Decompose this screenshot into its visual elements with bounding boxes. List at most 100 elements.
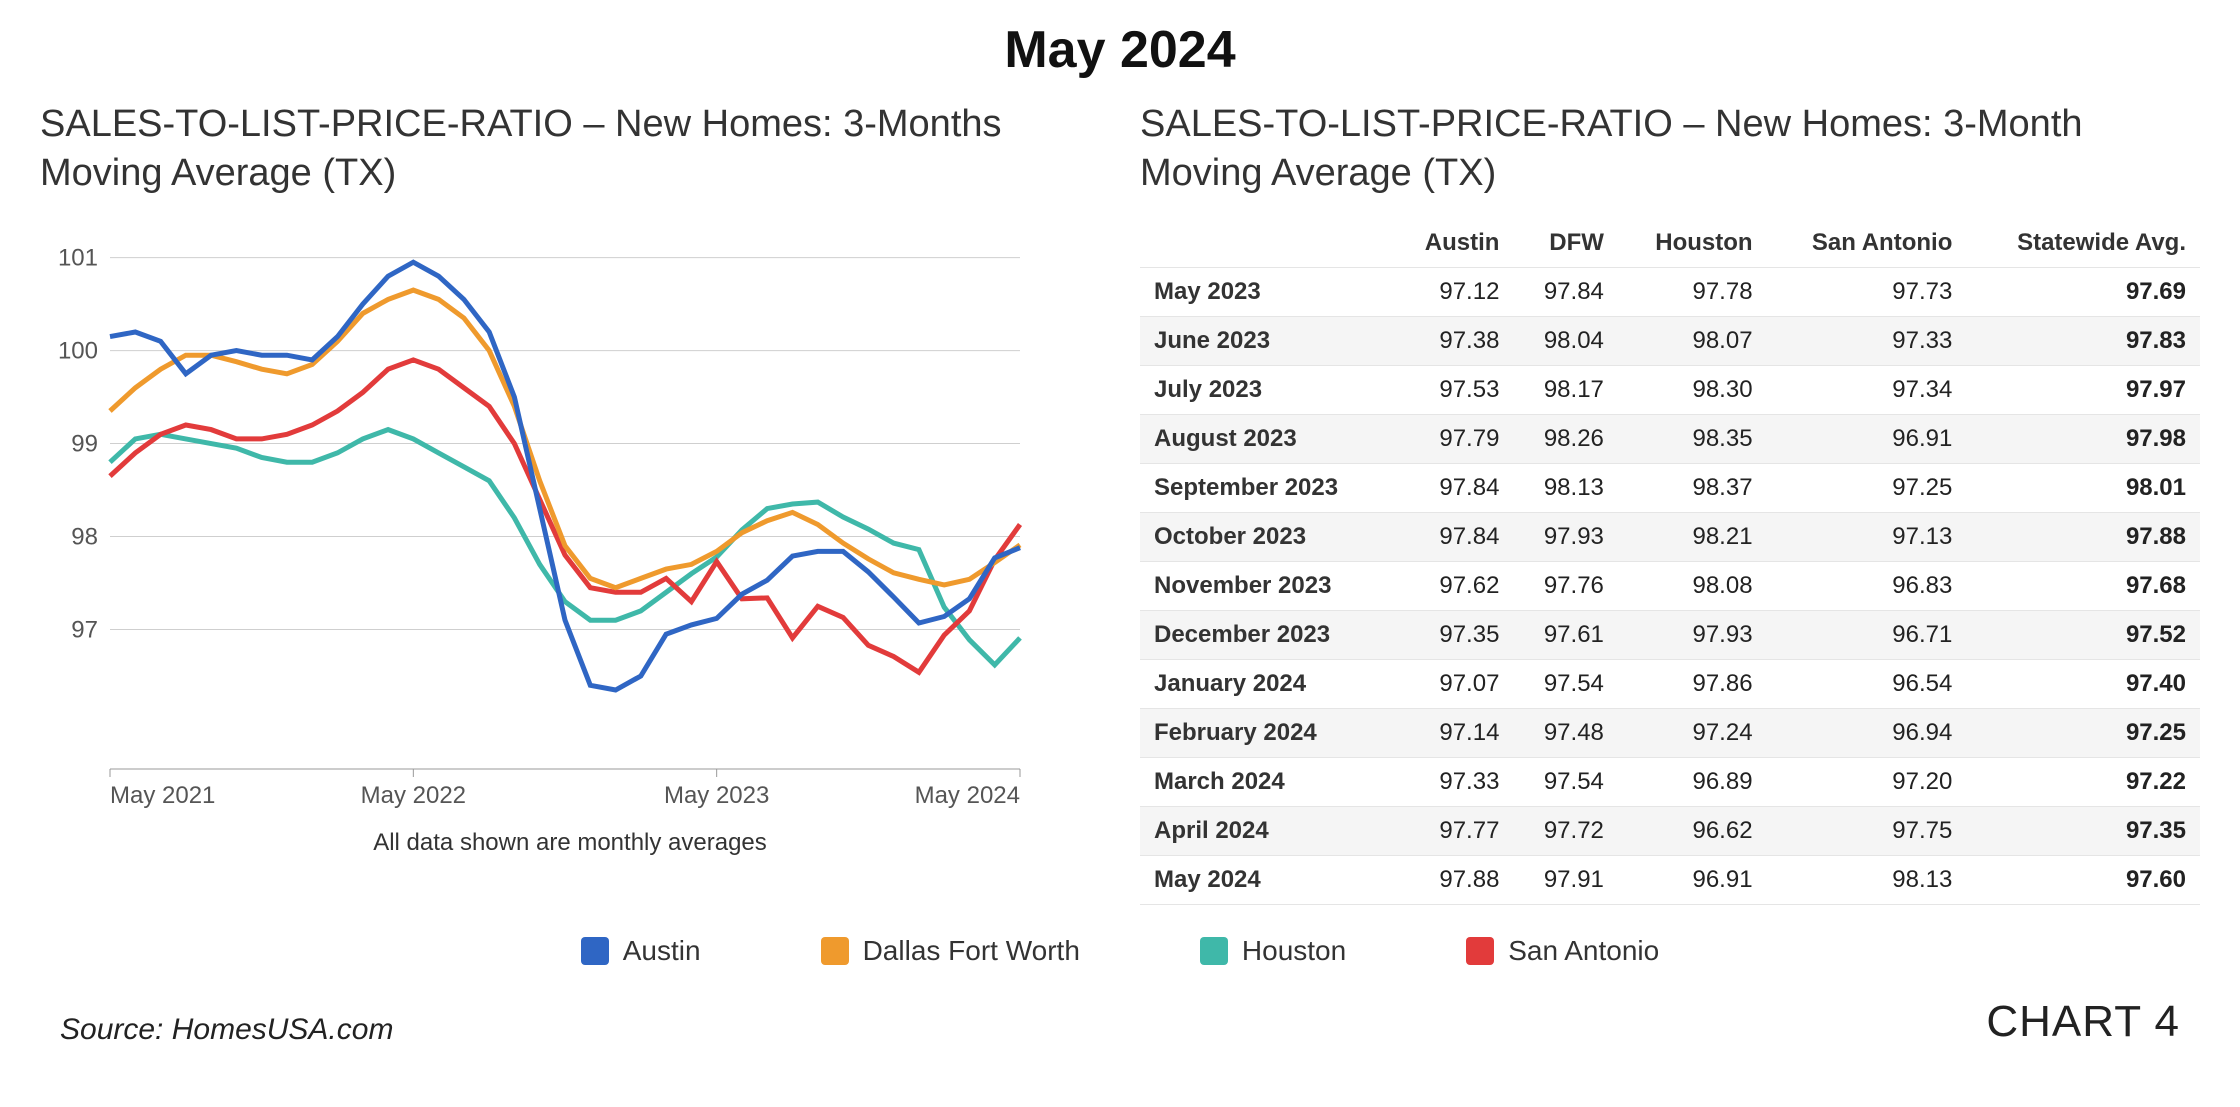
table-row: March 202497.3397.5496.8997.2097.22 [1140, 757, 2200, 806]
table-corner [1140, 219, 1392, 268]
cell: 97.33 [1767, 316, 1967, 365]
col-head-sanantonio: San Antonio [1767, 219, 1967, 268]
col-head-houston: Houston [1618, 219, 1767, 268]
cell: 97.75 [1767, 806, 1967, 855]
cell: 97.83 [1966, 316, 2200, 365]
row-label: May 2024 [1140, 855, 1392, 904]
source-text: Source: HomesUSA.com [60, 1013, 393, 1047]
cell: 97.07 [1392, 659, 1514, 708]
cell: 97.20 [1767, 757, 1967, 806]
cell: 97.33 [1392, 757, 1514, 806]
cell: 96.91 [1767, 414, 1967, 463]
svg-text:99: 99 [71, 430, 98, 457]
cell: 98.07 [1618, 316, 1767, 365]
swatch-austin [581, 937, 609, 965]
legend-item-dfw: Dallas Fort Worth [821, 935, 1080, 967]
svg-text:100: 100 [58, 337, 98, 364]
table-row: February 202497.1497.4897.2496.9497.25 [1140, 708, 2200, 757]
swatch-sanantonio [1466, 937, 1494, 965]
cell: 97.78 [1618, 267, 1767, 316]
chart-footnote: All data shown are monthly averages [40, 829, 1100, 857]
row-label: February 2024 [1140, 708, 1392, 757]
cell: 98.13 [1513, 463, 1617, 512]
cell: 97.62 [1392, 561, 1514, 610]
cell: 97.24 [1618, 708, 1767, 757]
cell: 97.25 [1767, 463, 1967, 512]
chart-svg: 101100999897 May 2021May 2022May 2023May… [40, 219, 1040, 819]
cell: 98.35 [1618, 414, 1767, 463]
table-row: January 202497.0797.5497.8696.5497.40 [1140, 659, 2200, 708]
table-row: June 202397.3898.0498.0797.3397.83 [1140, 316, 2200, 365]
cell: 97.88 [1392, 855, 1514, 904]
cell: 97.13 [1767, 512, 1967, 561]
cell: 98.37 [1618, 463, 1767, 512]
table-row: August 202397.7998.2698.3596.9197.98 [1140, 414, 2200, 463]
legend-label-austin: Austin [623, 935, 701, 967]
cell: 97.34 [1767, 365, 1967, 414]
cell: 98.08 [1618, 561, 1767, 610]
data-table: Austin DFW Houston San Antonio Statewide… [1140, 219, 2200, 905]
swatch-houston [1200, 937, 1228, 965]
svg-text:May 2022: May 2022 [361, 782, 466, 809]
cell: 96.91 [1618, 855, 1767, 904]
legend-label-sanantonio: San Antonio [1508, 935, 1659, 967]
cell: 98.30 [1618, 365, 1767, 414]
cell: 97.54 [1513, 659, 1617, 708]
chart-subtitle: SALES-TO-LIST-PRICE-RATIO – New Homes: 3… [40, 100, 1100, 199]
chart-number: CHART 4 [1986, 997, 2180, 1047]
table-row: September 202397.8498.1398.3797.2598.01 [1140, 463, 2200, 512]
cell: 98.01 [1966, 463, 2200, 512]
svg-text:98: 98 [71, 523, 98, 550]
row-label: May 2023 [1140, 267, 1392, 316]
row-label: March 2024 [1140, 757, 1392, 806]
cell: 97.69 [1966, 267, 2200, 316]
cell: 98.04 [1513, 316, 1617, 365]
col-head-austin: Austin [1392, 219, 1514, 268]
cell: 97.93 [1513, 512, 1617, 561]
cell: 97.14 [1392, 708, 1514, 757]
row-label: November 2023 [1140, 561, 1392, 610]
cell: 97.76 [1513, 561, 1617, 610]
cell: 97.72 [1513, 806, 1617, 855]
cell: 97.52 [1966, 610, 2200, 659]
cell: 97.38 [1392, 316, 1514, 365]
line-chart: 101100999897 May 2021May 2022May 2023May… [40, 219, 1040, 819]
swatch-dfw [821, 937, 849, 965]
cell: 97.73 [1767, 267, 1967, 316]
cell: 97.53 [1392, 365, 1514, 414]
cell: 97.84 [1392, 463, 1514, 512]
table-subtitle: SALES-TO-LIST-PRICE-RATIO – New Homes: 3… [1140, 100, 2200, 199]
row-label: June 2023 [1140, 316, 1392, 365]
table-row: May 202497.8897.9196.9198.1397.60 [1140, 855, 2200, 904]
cell: 97.61 [1513, 610, 1617, 659]
cell: 96.62 [1618, 806, 1767, 855]
legend-item-sanantonio: San Antonio [1466, 935, 1659, 967]
chart-panel: SALES-TO-LIST-PRICE-RATIO – New Homes: 3… [40, 100, 1100, 857]
cell: 96.94 [1767, 708, 1967, 757]
table-header-row: Austin DFW Houston San Antonio Statewide… [1140, 219, 2200, 268]
cell: 97.12 [1392, 267, 1514, 316]
cell: 97.98 [1966, 414, 2200, 463]
page-root: May 2024 SALES-TO-LIST-PRICE-RATIO – New… [0, 0, 2240, 1107]
cell: 97.35 [1966, 806, 2200, 855]
table-row: May 202397.1297.8497.7897.7397.69 [1140, 267, 2200, 316]
table-row: December 202397.3597.6197.9396.7197.52 [1140, 610, 2200, 659]
cell: 97.79 [1392, 414, 1514, 463]
cell: 97.35 [1392, 610, 1514, 659]
svg-text:May 2024: May 2024 [915, 782, 1020, 809]
cell: 96.83 [1767, 561, 1967, 610]
row-label: September 2023 [1140, 463, 1392, 512]
cell: 98.26 [1513, 414, 1617, 463]
series-austin [110, 262, 1020, 690]
cell: 97.88 [1966, 512, 2200, 561]
cell: 98.13 [1767, 855, 1967, 904]
legend-label-houston: Houston [1242, 935, 1346, 967]
col-head-avg: Statewide Avg. [1966, 219, 2200, 268]
cell: 97.86 [1618, 659, 1767, 708]
cell: 97.54 [1513, 757, 1617, 806]
row-label: July 2023 [1140, 365, 1392, 414]
cell: 97.68 [1966, 561, 2200, 610]
row-label: October 2023 [1140, 512, 1392, 561]
row-label: April 2024 [1140, 806, 1392, 855]
cell: 97.84 [1392, 512, 1514, 561]
